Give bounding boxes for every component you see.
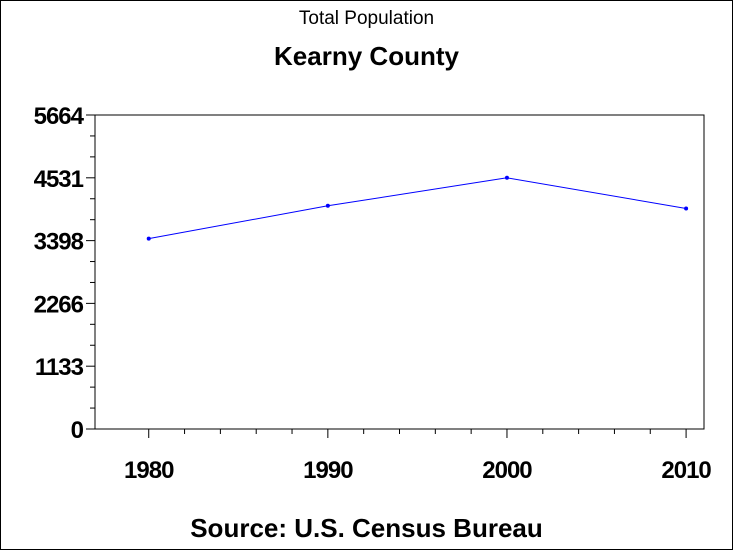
y-tick-label: 1133 — [35, 354, 84, 381]
chart-title: Total Population — [298, 8, 435, 29]
y-tick-label: 0 — [71, 417, 84, 444]
data-point — [325, 203, 330, 208]
y-tick-label: 4531 — [34, 166, 84, 193]
x-tick-label: 2010 — [661, 457, 711, 484]
y-tick-label: 3398 — [34, 229, 84, 256]
chart-subtitle: Kearny County — [274, 41, 459, 71]
series-line — [148, 177, 687, 240]
data-point — [146, 236, 151, 241]
x-tick-label: 1980 — [124, 457, 174, 484]
chart-source: Source: U.S. Census Bureau — [190, 513, 543, 543]
x-tick-label: 2000 — [482, 457, 532, 484]
y-tick-label: 2266 — [34, 291, 84, 318]
plot-area — [94, 114, 705, 430]
y-tick-label: 5664 — [34, 103, 85, 130]
data-point — [684, 206, 689, 211]
data-point — [504, 175, 509, 180]
x-tick-label: 1990 — [303, 457, 353, 484]
